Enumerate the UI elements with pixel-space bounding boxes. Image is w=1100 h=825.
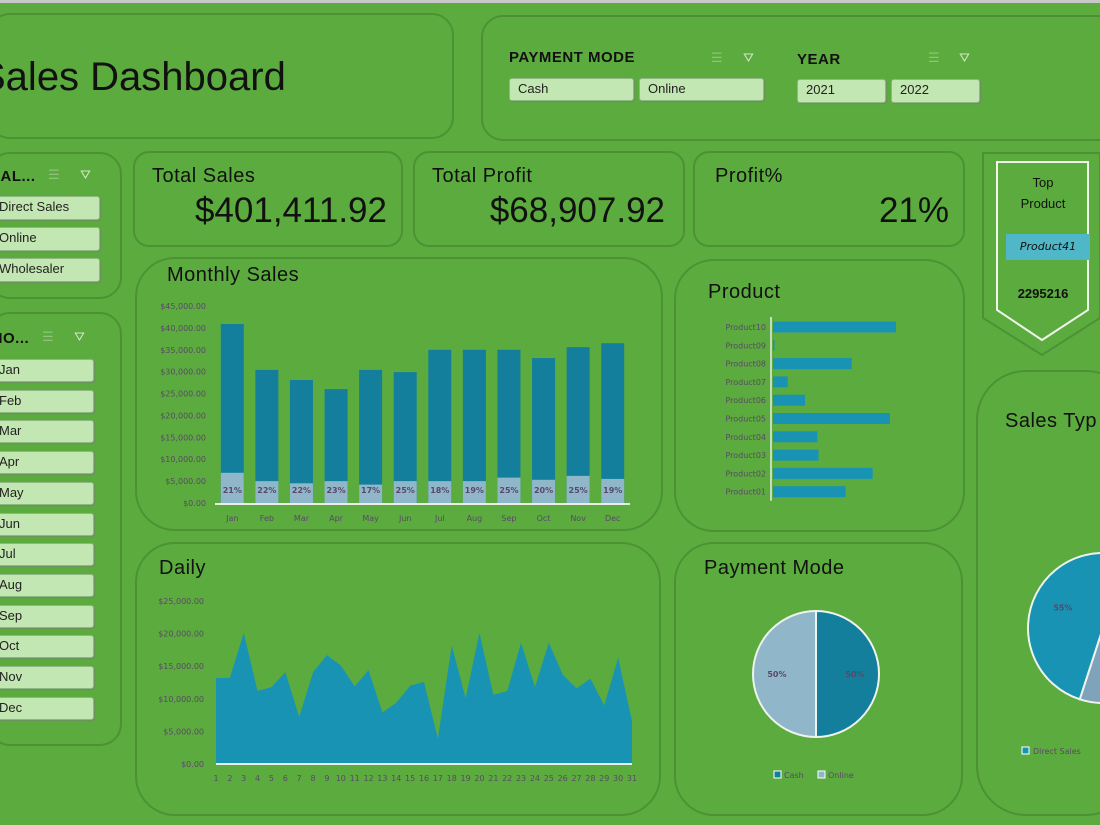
top-product-label: Product	[1020, 196, 1066, 211]
kpi-profit-percent: Profit% 21%	[693, 151, 965, 247]
month-aug[interactable]: Aug	[0, 573, 94, 597]
month-jan[interactable]: Jan	[0, 359, 94, 382]
year-slicer-label: YEAR	[797, 51, 841, 68]
clear-filter-icon[interactable]: ⛛	[743, 51, 754, 66]
month-mar[interactable]: Mar	[0, 420, 94, 444]
month-oct[interactable]: Oct	[0, 635, 94, 659]
month-may[interactable]: May	[0, 481, 94, 505]
year-2022[interactable]: 2022	[891, 79, 980, 103]
chart-title: Payment Mode	[704, 557, 845, 579]
kpi-value: $401,411.92	[194, 191, 387, 230]
multi-select-icon[interactable]: ☰	[711, 51, 723, 66]
month-apr[interactable]: Apr	[0, 451, 94, 475]
clear-filter-icon[interactable]: ⛛	[959, 51, 970, 66]
chart-title: Monthly Sales	[167, 264, 300, 286]
sales-type-panel: Sales Typ	[976, 370, 1100, 816]
kpi-value: 21%	[878, 191, 949, 230]
payment-mode-panel: Payment Mode	[674, 542, 963, 816]
window-top-border	[0, 0, 1100, 3]
sales-channel-slicer: SAL... ☰ ⛛ Direct Sales Online Wholesale…	[0, 152, 122, 299]
monthly-sales-panel: Monthly Sales	[135, 257, 663, 531]
filters-panel: PAYMENT MODE ☰ ⛛ Cash Online YEAR ☰ ⛛ 20…	[481, 15, 1100, 141]
year-2021[interactable]: 2021	[797, 79, 886, 103]
kpi-label: Profit%	[715, 165, 783, 187]
daily-panel: Daily	[135, 542, 661, 816]
kpi-value: $68,907.92	[489, 191, 665, 230]
month-slicer: MO... ☰ ⛛ Jan Feb Mar Apr May Jun Jul Aug Sep Oct…	[0, 312, 122, 746]
month-jun[interactable]: Jun	[0, 512, 94, 536]
multi-select-icon[interactable]: ☰	[48, 168, 60, 183]
top-product-label: Top	[1032, 175, 1054, 190]
kpi-total-profit: Total Profit $68,907.92	[413, 151, 685, 247]
month-nov[interactable]: Nov	[0, 666, 94, 689]
month-jul[interactable]: Jul	[0, 543, 94, 567]
month-dec[interactable]: Dec	[0, 696, 94, 720]
chart-title: Product	[708, 281, 781, 303]
title-panel: Sales Dashboard	[0, 13, 454, 139]
page-title: Sales Dashboard	[0, 55, 286, 99]
chart-title: Daily	[159, 557, 206, 579]
payment-mode-slicer-label: PAYMENT MODE	[509, 49, 636, 66]
product-panel: Product	[674, 259, 965, 532]
sales-channel-slicer-label: SAL...	[0, 168, 36, 185]
kpi-label: Total Sales	[152, 165, 256, 187]
month-sep[interactable]: Sep	[0, 604, 94, 628]
channel-direct-sales[interactable]: Direct Sales	[0, 196, 100, 220]
month-feb[interactable]: Feb	[0, 389, 94, 413]
top-product-name: Product41	[1006, 234, 1090, 260]
kpi-total-sales: Total Sales $401,411.92	[133, 151, 403, 247]
channel-wholesaler[interactable]: Wholesaler	[0, 258, 100, 282]
month-slicer-label: MO...	[0, 330, 30, 347]
clear-filter-icon[interactable]: ⛛	[80, 168, 91, 183]
payment-mode-online[interactable]: Online	[639, 78, 764, 101]
payment-mode-cash[interactable]: Cash	[509, 78, 634, 101]
top-product-banner: Top Product Product41 2295216	[997, 162, 1090, 312]
chart-title: Sales Typ	[1005, 410, 1097, 432]
channel-online[interactable]: Online	[0, 227, 100, 251]
top-product-value: 2295216	[1017, 286, 1069, 301]
multi-select-icon[interactable]: ☰	[928, 51, 940, 66]
kpi-label: Total Profit	[432, 165, 533, 187]
multi-select-icon[interactable]: ☰	[42, 330, 54, 345]
clear-filter-icon[interactable]: ⛛	[74, 330, 85, 345]
